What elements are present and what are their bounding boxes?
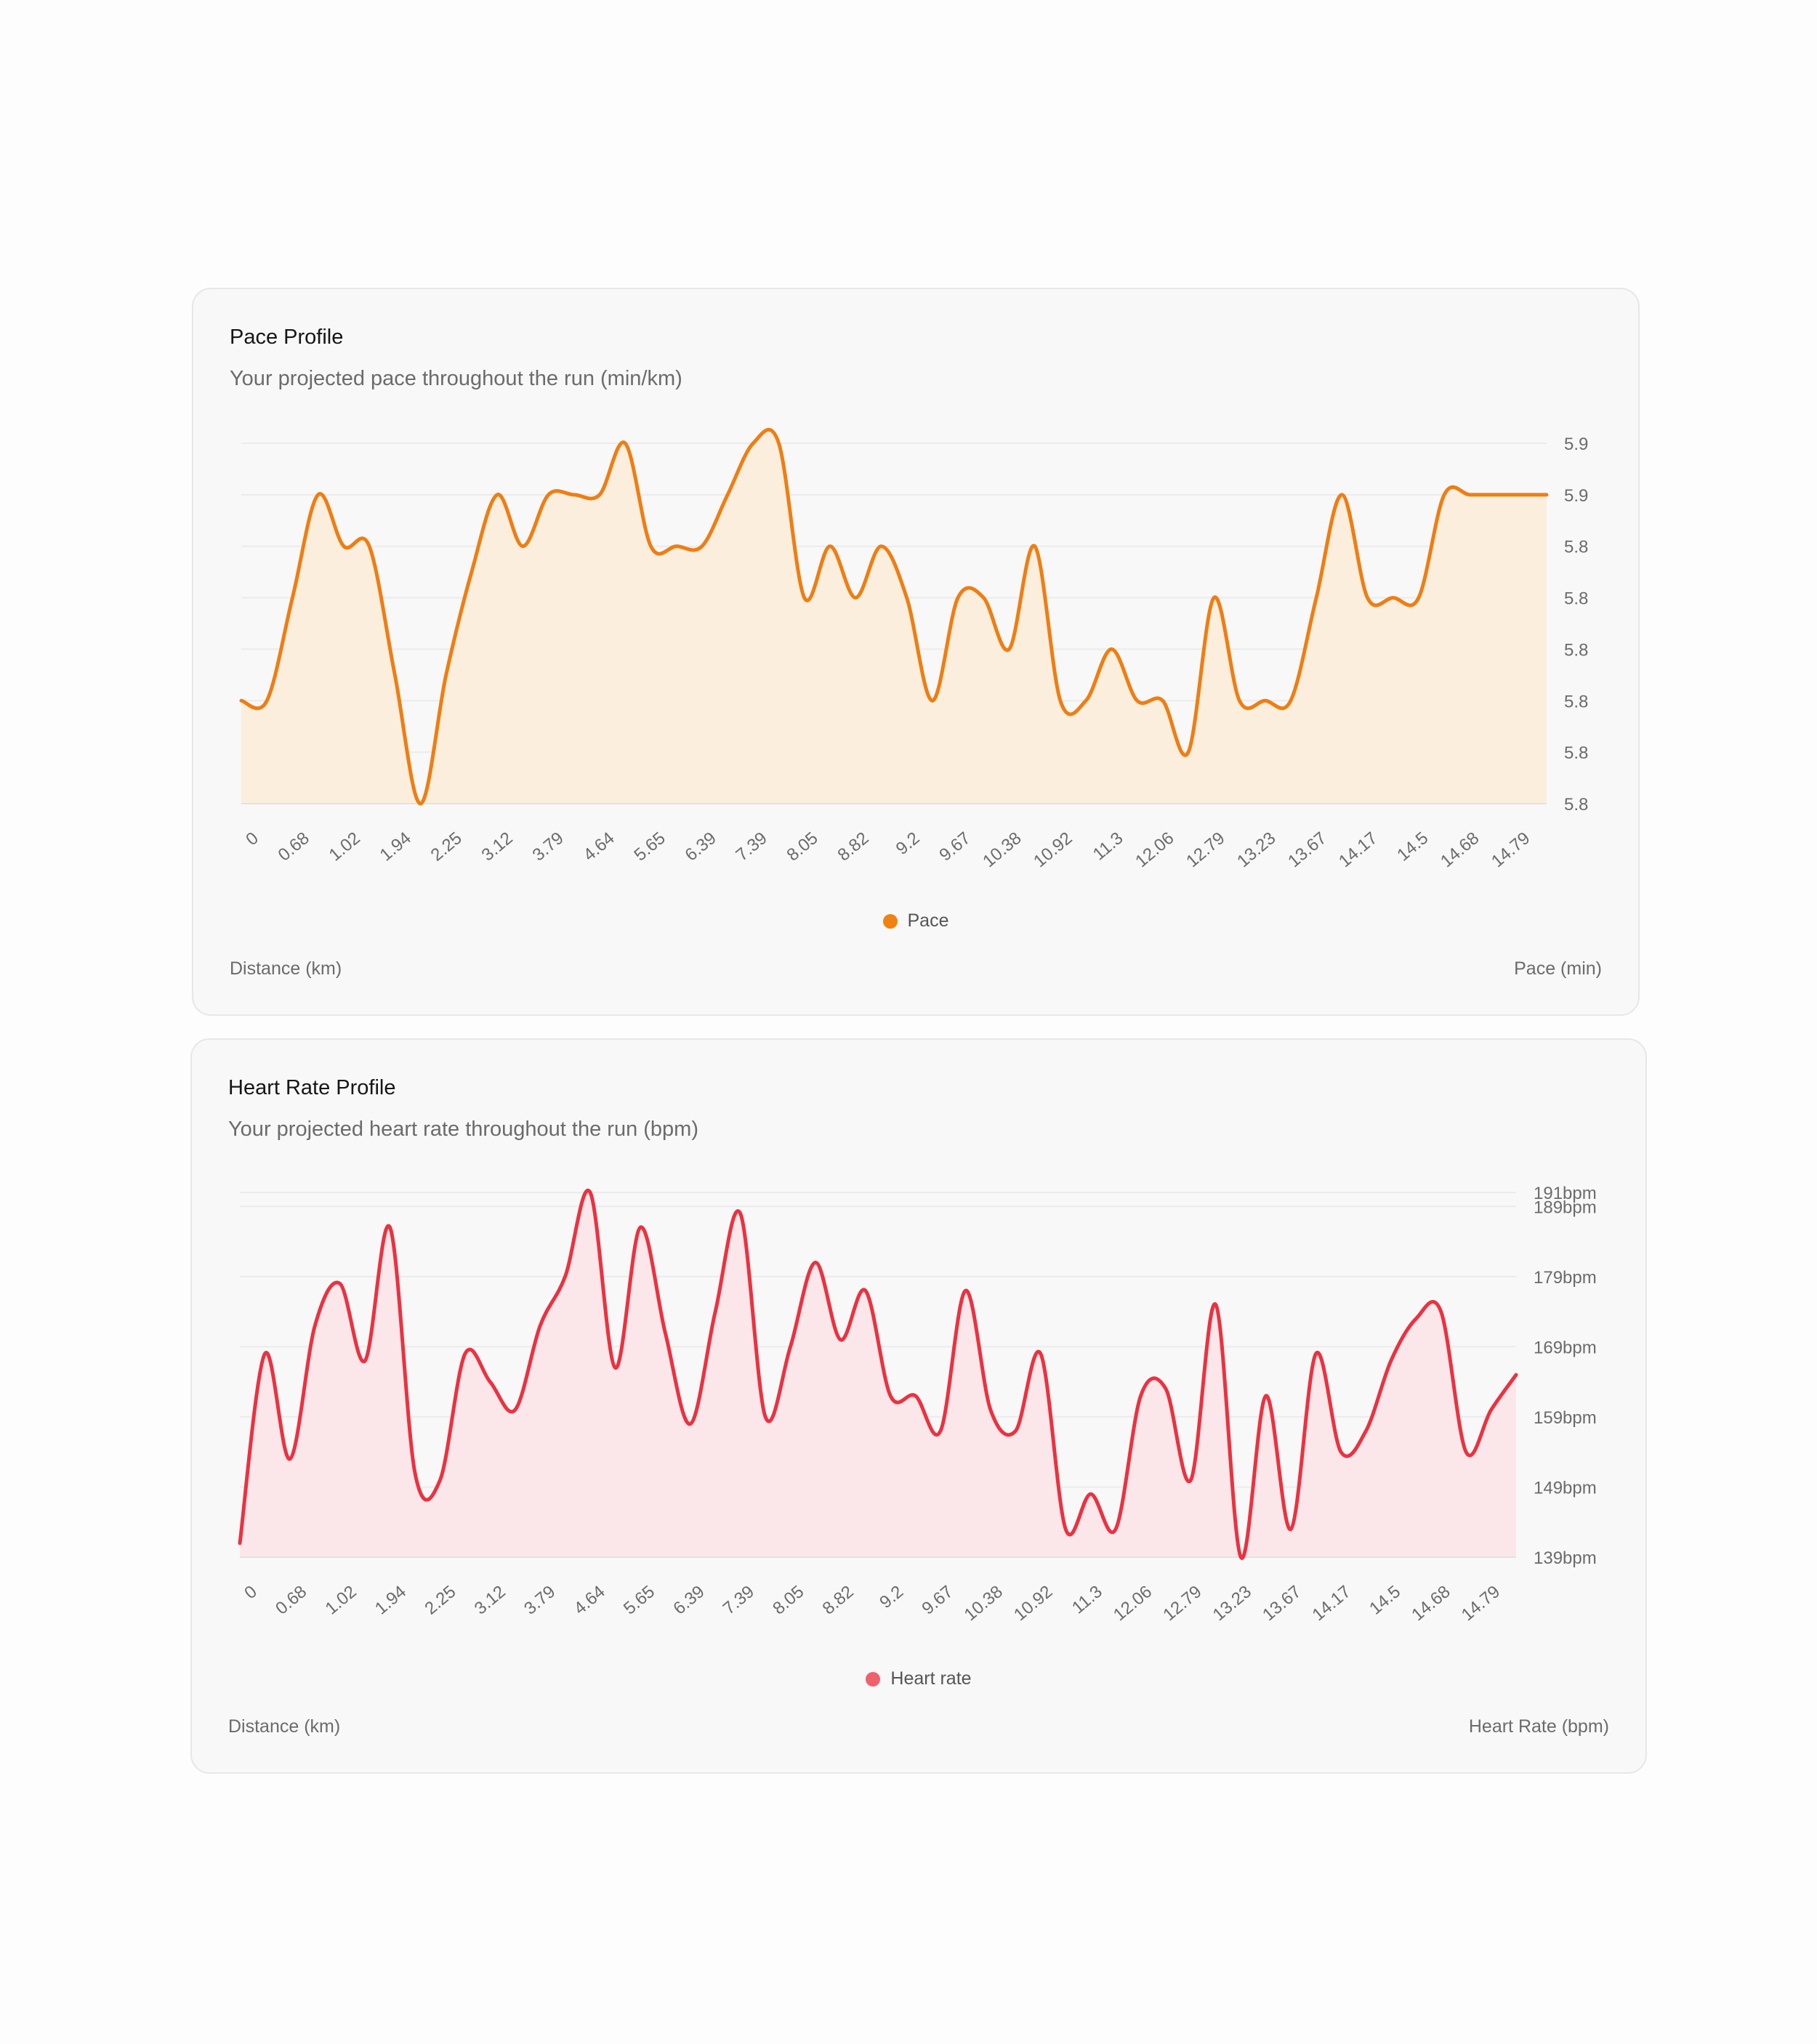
- x-axis-ticks: 0 0.68 1.02 1.94 2.25 3.12 3.79 4.64 5.65 6.39 7.3…: [242, 828, 1534, 871]
- x-tick-label: 10.38: [979, 828, 1025, 871]
- y-axis-title: Heart Rate (bpm): [1468, 1716, 1609, 1737]
- x-tick-label: 13.67: [1259, 1582, 1305, 1625]
- x-tick-label: 5.65: [631, 828, 669, 865]
- chart-title: Pace Profile: [230, 326, 344, 349]
- heart-rate-chart-plot: 139bpm 149bpm 159bpm 169bpm 179bpm 189bpm191b…: [238, 1184, 1597, 1625]
- x-tick-label: 1.94: [371, 1582, 410, 1619]
- y-tick-label: 5.8: [1564, 589, 1588, 609]
- x-tick-label: 14.68: [1437, 828, 1483, 871]
- pace-profile-card: Pace Profile Your projected pace through…: [192, 288, 1640, 1016]
- y-tick-label: 191bpm: [1534, 1184, 1597, 1203]
- x-tick-label: 12.79: [1183, 828, 1228, 871]
- x-tick-label: 8.82: [819, 1582, 858, 1619]
- x-tick-label: 0: [242, 828, 262, 849]
- y-tick-label: 169bpm: [1534, 1338, 1597, 1357]
- legend-swatch-heart-rate: [866, 1671, 881, 1686]
- x-tick-label: 14.79: [1458, 1582, 1504, 1625]
- x-tick-label: 6.39: [669, 1582, 708, 1619]
- x-tick-label: 12.06: [1110, 1582, 1156, 1625]
- y-axis-ticks: 139bpm 149bpm 159bpm 169bpm 179bpm 189bpm191b…: [1534, 1184, 1597, 1568]
- x-tick-label: 2.25: [421, 1582, 459, 1619]
- x-tick-label: 13.67: [1284, 828, 1330, 871]
- x-tick-label: 14.79: [1488, 828, 1534, 871]
- y-tick-label: 5.8: [1564, 795, 1588, 815]
- y-tick-label: 149bpm: [1534, 1478, 1597, 1498]
- x-axis-title: Distance (km): [228, 1716, 341, 1737]
- legend-label-heart-rate: Heart rate: [890, 1668, 972, 1689]
- x-tick-label: 12.06: [1132, 828, 1177, 871]
- x-tick-label: 13.23: [1233, 828, 1279, 871]
- y-tick-label: 159bpm: [1534, 1408, 1597, 1428]
- x-tick-label: 4.64: [571, 1582, 609, 1619]
- x-tick-label: 14.68: [1408, 1582, 1454, 1625]
- x-tick-label: 3.79: [529, 828, 568, 865]
- x-tick-label: 7.39: [733, 828, 771, 865]
- y-tick-label: 5.9: [1564, 435, 1588, 454]
- y-axis-title: Pace (min): [1514, 958, 1602, 979]
- x-tick-label: 3.12: [478, 828, 517, 865]
- x-tick-label: 1.94: [376, 828, 415, 865]
- y-tick-label: 5.9: [1564, 486, 1588, 506]
- y-tick-label: 139bpm: [1534, 1548, 1597, 1568]
- x-tick-label: 8.82: [834, 828, 872, 865]
- x-tick-label: 1.02: [322, 1582, 360, 1619]
- x-tick-label: 10.38: [961, 1582, 1007, 1625]
- x-tick-label: 8.05: [769, 1582, 807, 1619]
- series-area: [241, 429, 1547, 804]
- x-tick-label: 9.2: [893, 828, 924, 859]
- x-tick-label: 3.12: [471, 1582, 509, 1619]
- x-tick-label: 12.79: [1159, 1582, 1205, 1625]
- pace-chart-plot: 5.9 5.9 5.8 5.8 5.8 5.8 5.8 5.8 0 0.68 1.02 1.94 2.2…: [239, 428, 1588, 871]
- x-tick-label: 2.25: [427, 828, 466, 865]
- chart-subtitle: Your projected pace throughout the run (…: [230, 367, 682, 390]
- x-tick-label: 0.68: [275, 828, 313, 865]
- x-tick-label: 10.92: [1030, 828, 1076, 871]
- x-tick-label: 5.65: [620, 1582, 658, 1619]
- chart-legend[interactable]: Pace: [193, 910, 1638, 932]
- x-tick-label: 13.23: [1209, 1582, 1255, 1625]
- x-tick-label: 11.3: [1068, 1582, 1106, 1618]
- series-line: [238, 1188, 1518, 1560]
- series-line: [239, 428, 1549, 806]
- x-tick-label: 0.68: [272, 1582, 310, 1619]
- y-tick-label: 5.8: [1564, 538, 1588, 557]
- y-tick-label: 5.8: [1564, 640, 1588, 660]
- y-tick-label: 5.8: [1564, 692, 1588, 711]
- x-tick-label: 9.67: [935, 828, 974, 865]
- x-tick-label: 9.2: [876, 1582, 907, 1612]
- x-tick-label: 9.67: [918, 1582, 956, 1619]
- x-tick-label: 14.5: [1366, 1582, 1404, 1619]
- x-tick-label: 7.39: [720, 1582, 758, 1619]
- x-tick-label: 0: [241, 1582, 261, 1603]
- chart-title: Heart Rate Profile: [228, 1076, 396, 1099]
- x-tick-label: 14.5: [1393, 828, 1432, 865]
- x-tick-label: 4.64: [580, 828, 619, 865]
- y-tick-label: 5.8: [1564, 743, 1588, 763]
- x-tick-label: 6.39: [682, 828, 720, 865]
- y-tick-label: 179bpm: [1534, 1268, 1597, 1288]
- legend-label-pace: Pace: [907, 910, 949, 931]
- x-axis-ticks: 0 0.68 1.02 1.94 2.25 3.12 3.79 4.64 5.65 6.39 7.3…: [241, 1582, 1504, 1625]
- x-tick-label: 14.17: [1308, 1582, 1354, 1625]
- chart-subtitle: Your projected heart rate throughout the…: [228, 1118, 698, 1141]
- y-axis-ticks: 5.9 5.9 5.8 5.8 5.8 5.8 5.8 5.8: [1564, 435, 1588, 815]
- y-tick-label: 189bpm: [1534, 1197, 1597, 1217]
- x-tick-label: 10.92: [1010, 1582, 1056, 1625]
- legend-swatch-pace: [882, 913, 898, 929]
- chart-legend[interactable]: Heart rate: [192, 1668, 1645, 1689]
- heart-rate-profile-card: Heart Rate Profile Your projected heart …: [190, 1038, 1647, 1774]
- x-tick-label: 8.05: [783, 828, 822, 865]
- x-axis-title: Distance (km): [230, 958, 342, 979]
- series-area: [240, 1190, 1516, 1559]
- x-tick-label: 3.79: [520, 1582, 559, 1619]
- x-tick-label: 11.3: [1089, 828, 1127, 865]
- x-tick-label: 1.02: [326, 828, 364, 865]
- x-tick-label: 14.17: [1335, 828, 1381, 871]
